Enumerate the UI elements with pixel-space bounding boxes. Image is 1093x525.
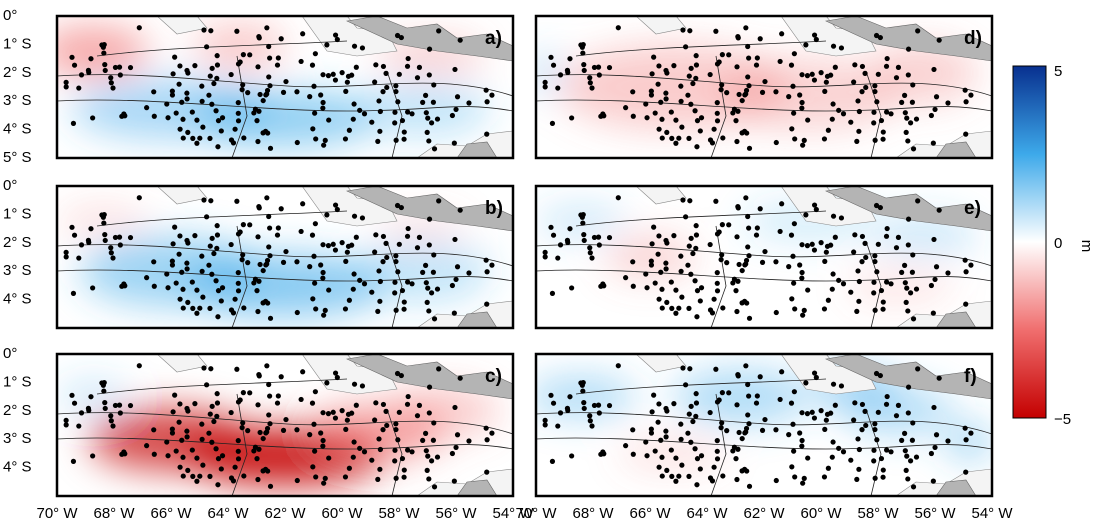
lon-tick-label: 62° W — [743, 505, 785, 522]
station-markers-a — [63, 25, 495, 152]
field-d — [536, 41, 979, 130]
lat-tick-label: 0° — [3, 177, 17, 194]
lon-tick-label: 64° W — [207, 505, 249, 522]
map-panel-b: b) — [55, 184, 515, 330]
lon-tick-label: 62° W — [264, 505, 306, 522]
lat-tick-label: 0° — [3, 7, 17, 24]
map-panel-c: c) — [55, 352, 515, 498]
colorbar-gradient — [1012, 65, 1047, 419]
lon-tick-label: 58° W — [378, 505, 420, 522]
lat-tick-label: 0° — [3, 345, 17, 362]
map-panel-d: d) — [534, 14, 994, 160]
panel-frame-b — [55, 184, 515, 330]
panel-label-f: f) — [964, 366, 977, 387]
lon-tick-label: 54° W — [492, 505, 534, 522]
lon-tick-label: 70° W — [515, 505, 557, 522]
latitude-labels: 0° 1° S 2° S 3° S 4° S 5° S 0° 1° S 2° S 3° S 4° S… — [3, 7, 32, 476]
lat-tick-label: 4° S — [3, 121, 32, 138]
lon-tick-label: 60° W — [321, 505, 363, 522]
station-markers-c — [63, 363, 495, 490]
panel-label-c: c) — [485, 366, 502, 387]
lat-tick-label: 3° S — [3, 262, 32, 279]
lon-tick-label: 64° W — [686, 505, 728, 522]
lon-tick-label: 66° W — [629, 505, 671, 522]
station-markers-b — [63, 195, 495, 322]
lat-tick-label: 4° S — [3, 459, 32, 476]
lat-tick-label: 5° S — [3, 149, 32, 166]
station-markers-d — [542, 25, 974, 152]
panel-frame-f — [534, 352, 994, 498]
panel-label-e: e) — [964, 198, 981, 219]
field-c — [57, 379, 500, 485]
panel-label-a: a) — [485, 28, 502, 49]
colorbar-max-label: 5 — [1054, 63, 1062, 80]
lon-tick-label: 66° W — [150, 505, 192, 522]
lon-tick-label: 70° W — [36, 505, 78, 522]
lon-tick-label: 68° W — [93, 505, 135, 522]
longitude-labels: 70° W 68° W 66° W 64° W 62° W 60° W 58° W 56° W… — [36, 505, 1013, 522]
lat-tick-label: 3° S — [3, 430, 32, 447]
lon-tick-label: 68° W — [572, 505, 614, 522]
station-markers-f — [542, 363, 974, 490]
map-panel-f: f) — [534, 352, 994, 498]
panel-label-d: d) — [964, 28, 982, 49]
colorbar-min-label: −5 — [1054, 411, 1071, 428]
lat-tick-label: 1° S — [3, 205, 32, 222]
lon-tick-label: 56° W — [914, 505, 956, 522]
panel-label-b: b) — [485, 198, 503, 219]
lat-tick-label: 2° S — [3, 402, 32, 419]
colorbar-zero-label: 0 — [1054, 235, 1062, 252]
lon-tick-label: 60° W — [800, 505, 842, 522]
panel-frame-a — [55, 14, 515, 160]
colorbar-unit-label: m — [1078, 240, 1093, 253]
map-panel-e: e) — [534, 184, 994, 330]
lon-tick-label: 56° W — [435, 505, 477, 522]
lon-tick-label: 54° W — [971, 505, 1013, 522]
lon-tick-label: 58° W — [857, 505, 899, 522]
colorbar: 5 0 −5 m — [1012, 63, 1093, 428]
station-markers-e — [542, 195, 974, 322]
lat-tick-label: 3° S — [3, 92, 32, 109]
panel-frame-d — [534, 14, 994, 160]
lat-tick-label: 2° S — [3, 234, 32, 251]
lat-tick-label: 4° S — [3, 291, 32, 308]
lat-tick-label: 1° S — [3, 35, 32, 52]
panel-frame-e — [534, 184, 994, 330]
lat-tick-label: 1° S — [3, 373, 32, 390]
panel-frame-c — [55, 352, 515, 498]
lat-tick-label: 2° S — [3, 64, 32, 81]
map-panel-a: a) — [55, 14, 515, 160]
